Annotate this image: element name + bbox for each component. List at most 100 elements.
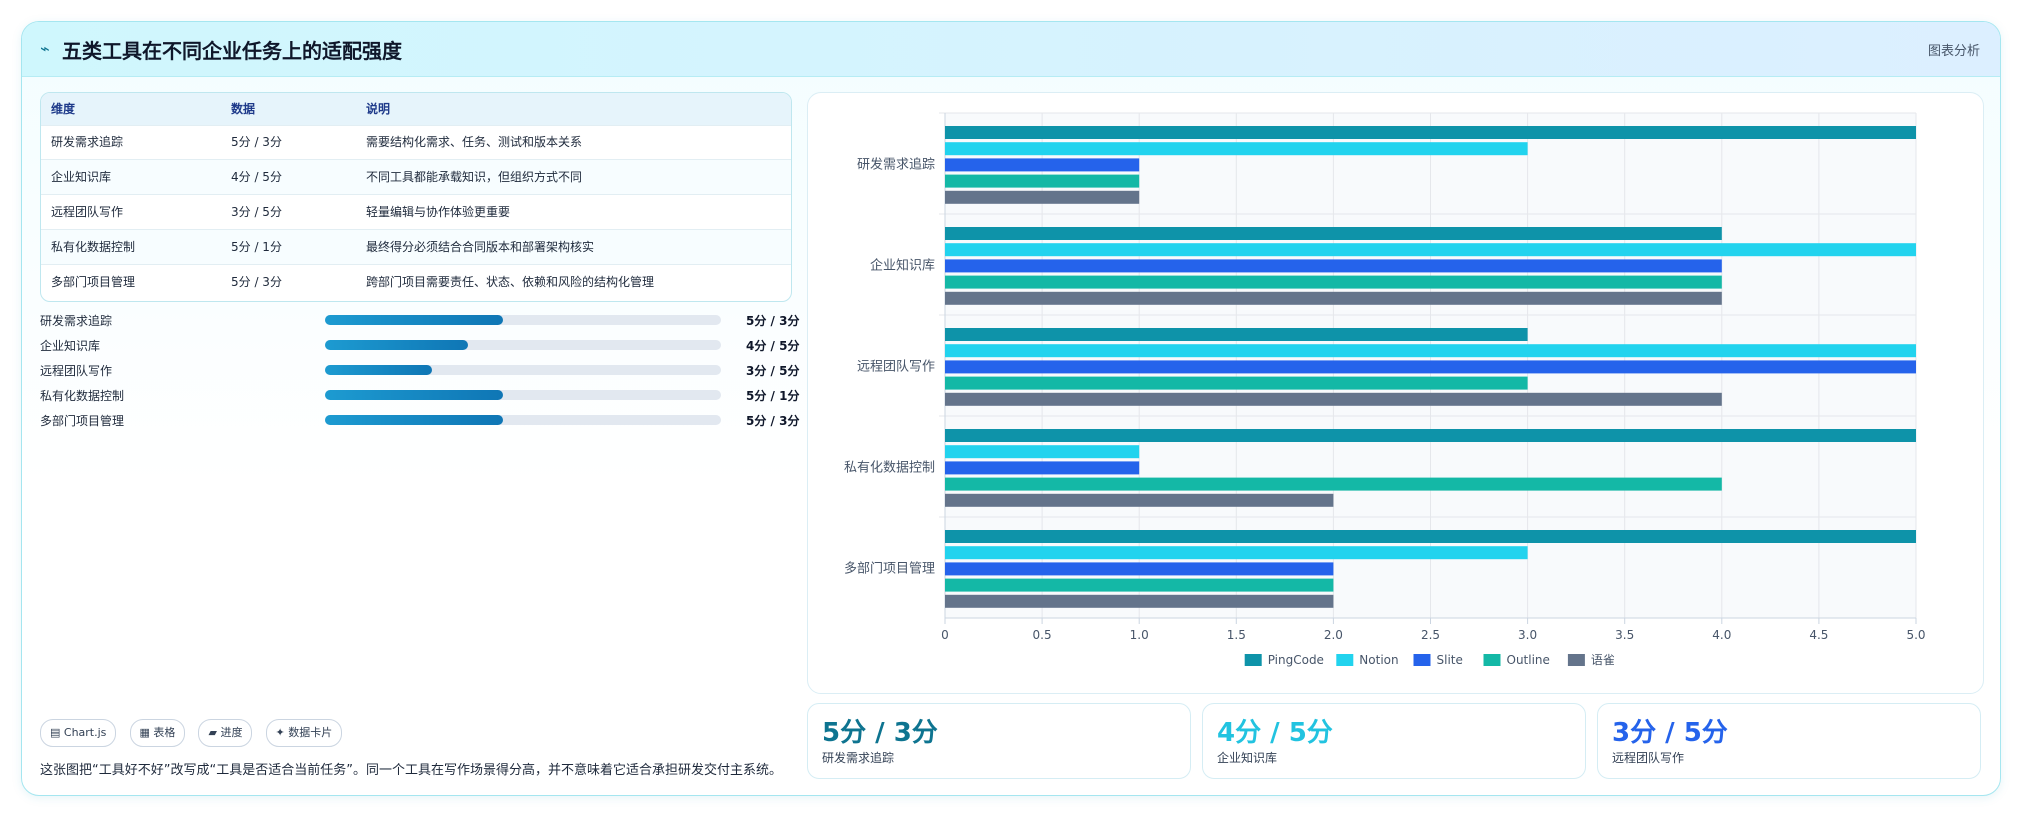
y-tick-label: 多部门项目管理 xyxy=(844,561,935,577)
card-header: ⌁ 五类工具在不同企业任务上的适配强度 图表分析 xyxy=(22,22,2000,77)
bar xyxy=(945,142,1528,156)
legend-label: Slite xyxy=(1437,653,1463,667)
table-cell: 远程团队写作 xyxy=(51,205,124,219)
chip-data-card[interactable]: ✦ 数据卡片 xyxy=(265,719,343,747)
chart-analysis-link[interactable]: 图表分析 xyxy=(1927,44,1980,59)
stat-value: 5分 / 3分 xyxy=(822,718,938,748)
column-header: 数据 xyxy=(231,102,256,116)
bar xyxy=(945,344,1916,358)
y-tick-label: 研发需求追踪 xyxy=(857,157,935,173)
x-tick-label: 1.0 xyxy=(1130,628,1149,642)
legend-swatch xyxy=(1567,654,1585,666)
bar xyxy=(945,291,1722,305)
table-cell: 4分 / 5分 xyxy=(231,170,282,184)
legend-label: Outline xyxy=(1507,653,1550,667)
progress-track xyxy=(325,415,721,425)
x-tick-label: 2.5 xyxy=(1421,628,1440,642)
bar xyxy=(945,578,1334,592)
bar xyxy=(945,594,1334,608)
bar xyxy=(945,259,1722,273)
table-cell: 跨部门项目需要责任、状态、依赖和风险的结构化管理 xyxy=(366,275,655,289)
legend-label: 语雀 xyxy=(1591,653,1615,667)
chip-progress[interactable]: ▰ 进度 xyxy=(198,719,253,747)
legend-swatch xyxy=(1244,654,1262,666)
y-tick-label: 私有化数据控制 xyxy=(844,461,935,476)
progress-track xyxy=(325,365,721,375)
x-tick-label: 4.0 xyxy=(1712,628,1731,642)
bar xyxy=(945,126,1916,139)
progress-value: 4分 / 5分 xyxy=(746,339,800,353)
x-tick-label: 2.0 xyxy=(1324,628,1343,642)
table-cell: 多部门项目管理 xyxy=(51,275,136,289)
table-cell: 最终得分必须结合合同版本和部署架构核实 xyxy=(366,240,595,254)
progress-fill xyxy=(325,340,468,350)
table-header-row: 维度 数据 说明 xyxy=(41,93,791,126)
progress-row: 研发需求追踪 5分 / 3分 xyxy=(40,308,800,330)
x-tick-label: 5.0 xyxy=(1906,628,1925,642)
data-table: 维度 数据 说明 研发需求追踪 5分 / 3分 需要结构化需求、任务、测试和版本… xyxy=(40,92,792,302)
x-tick-label: 0.5 xyxy=(1033,628,1052,642)
stat-value: 3分 / 5分 xyxy=(1612,718,1728,748)
table-cell: 3分 / 5分 xyxy=(231,205,282,219)
bar xyxy=(945,546,1528,560)
legend-label: PingCode xyxy=(1268,653,1324,667)
progress-label: 私有化数据控制 xyxy=(40,389,125,403)
progress-fill xyxy=(325,390,504,400)
progress-value: 5分 / 1分 xyxy=(746,389,800,403)
progress-track xyxy=(325,390,721,400)
progress-label: 多部门项目管理 xyxy=(40,414,125,428)
table-cell: 不同工具都能承载知识，但组织方式不同 xyxy=(366,170,583,184)
progress-track xyxy=(325,315,721,325)
stat-card: 5分 / 3分 研发需求追踪 xyxy=(807,703,1191,779)
x-tick-label: 3.0 xyxy=(1518,628,1537,642)
bar-chart: 0 0.5 1.0 1.5 2.0 2.5 3.0 3.5 4.0 4.5 5.0 研发需求追踪企业知… xyxy=(844,112,1926,667)
stat-card: 3分 / 5分 远程团队写作 xyxy=(1597,703,1981,779)
table-row: 多部门项目管理 5分 / 3分 跨部门项目需要责任、状态、依赖和风险的结构化管理 xyxy=(41,265,791,299)
progress-label: 远程团队写作 xyxy=(40,364,113,378)
bar xyxy=(945,477,1722,491)
bar xyxy=(945,429,1916,442)
progress-value: 5分 / 3分 xyxy=(746,414,800,428)
progress-label: 企业知识库 xyxy=(40,339,101,353)
progress-label: 研发需求追踪 xyxy=(40,314,113,328)
chart-line-icon: ⌁ xyxy=(40,39,50,58)
bar xyxy=(945,461,1140,475)
bar xyxy=(945,227,1722,240)
table-cell: 轻量编辑与协作体验更重要 xyxy=(366,205,511,219)
footer-note: 这张图把“工具好不好”改写成“工具是否适合当前任务”。同一个工具在写作场景得分高… xyxy=(40,763,782,778)
progress-value: 5分 / 3分 xyxy=(746,314,800,328)
progress-row: 私有化数据控制 5分 / 1分 xyxy=(40,383,800,405)
table-cell: 5分 / 1分 xyxy=(231,240,282,254)
progress-value: 3分 / 5分 xyxy=(746,364,800,378)
legend-label: Notion xyxy=(1359,653,1398,667)
table-cell: 企业知识库 xyxy=(51,170,112,184)
chart-panel: 0 0.5 1.0 1.5 2.0 2.5 3.0 3.5 4.0 4.5 5.0 研发需求追踪 企业知… xyxy=(807,92,1984,694)
x-tick-label: 3.5 xyxy=(1615,628,1634,642)
legend-swatch xyxy=(1413,654,1431,666)
x-tick-label: 1.5 xyxy=(1227,628,1246,642)
progress-fill xyxy=(325,315,504,325)
bar xyxy=(945,158,1140,172)
stat-label: 研发需求追踪 xyxy=(822,751,895,765)
page-title: 五类工具在不同企业任务上的适配强度 xyxy=(62,39,402,63)
chip-table[interactable]: ▦ 表格 xyxy=(129,719,186,747)
progress-row: 企业知识库 4分 / 5分 xyxy=(40,333,800,355)
stat-label: 企业知识库 xyxy=(1217,751,1278,765)
table-cell: 需要结构化需求、任务、测试和版本关系 xyxy=(366,135,583,149)
stat-label: 远程团队写作 xyxy=(1612,751,1685,765)
x-tick-label: 0 xyxy=(941,628,949,642)
progress-track xyxy=(325,340,721,350)
bar xyxy=(945,493,1334,507)
table-cell: 研发需求追踪 xyxy=(51,135,124,149)
table-cell: 5分 / 3分 xyxy=(231,275,282,289)
legend-swatch xyxy=(1483,654,1501,666)
bar xyxy=(945,530,1916,543)
bar xyxy=(945,190,1140,204)
table-row: 私有化数据控制 5分 / 1分 最终得分必须结合合同版本和部署架构核实 xyxy=(41,230,791,265)
bar xyxy=(945,275,1722,289)
chip-chartjs[interactable]: ▤ Chart.js xyxy=(40,719,117,747)
column-header: 维度 xyxy=(51,102,76,116)
stat-card: 4分 / 5分 企业知识库 xyxy=(1202,703,1586,779)
table-row: 研发需求追踪 5分 / 3分 需要结构化需求、任务、测试和版本关系 xyxy=(41,125,791,160)
table-row: 远程团队写作 3分 / 5分 轻量编辑与协作体验更重要 xyxy=(41,195,791,230)
